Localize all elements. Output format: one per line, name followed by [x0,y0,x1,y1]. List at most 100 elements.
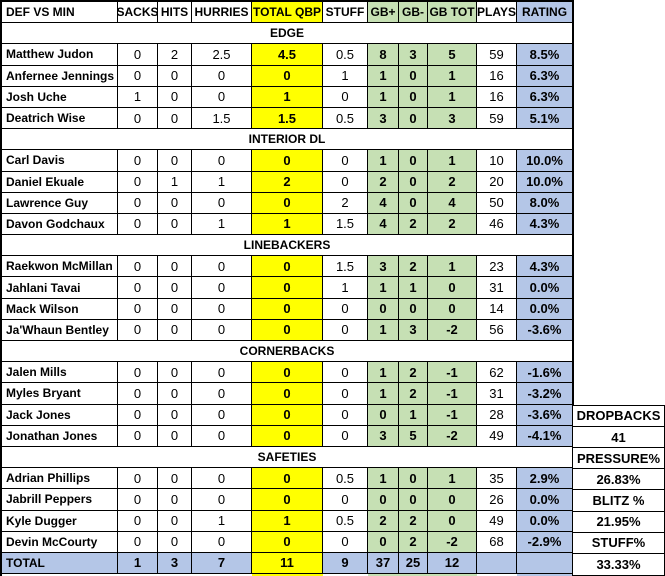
total-stuff-cell: 9 [323,552,368,575]
hurries-cell: 0 [192,150,252,172]
hits-cell: 0 [158,489,192,511]
plays-cell: 31 [477,383,517,405]
plays-cell: 35 [477,468,517,490]
hits-cell: 0 [158,277,192,299]
gb-minus-cell: 1 [399,277,428,299]
stuff-cell: 0 [323,362,368,384]
col-header-rating: RATING [517,2,572,24]
rating-cell: -2.9% [517,531,572,553]
sacks-cell: 0 [118,531,158,553]
stuff-cell: 0 [323,171,368,193]
player-name: Adrian Phillips [2,468,118,490]
col-header-hits: HITS [158,2,192,24]
hits-cell: 0 [158,362,192,384]
stuff-cell: 0 [323,531,368,553]
plays-cell: 10 [477,150,517,172]
total-qbp-cell: 0 [252,383,323,405]
hits-cell: 2 [158,44,192,66]
sacks-cell: 0 [118,171,158,193]
hurries-cell: 0 [192,192,252,214]
hits-cell: 0 [158,86,192,108]
side-blitz-pct-label: BLITZ % [573,490,664,512]
sacks-cell: 0 [118,362,158,384]
stuff-cell: 0 [323,425,368,447]
rating-cell: 0.0% [517,489,572,511]
player-name: Devin McCourty [2,531,118,553]
gb-minus-cell: 3 [399,44,428,66]
rating-cell: 4.3% [517,256,572,278]
total-qbp-cell: 0 [252,489,323,511]
plays-cell: 20 [477,171,517,193]
gb-plus-cell: 8 [368,44,399,66]
rating-cell: 4.3% [517,213,572,236]
sacks-cell: 0 [118,277,158,299]
section-header-edge: EDGE [2,23,572,45]
stuff-cell: 0.5 [323,468,368,490]
total-qbp-cell: 0 [252,404,323,426]
hits-cell: 0 [158,65,192,87]
hurries-cell: 0 [192,362,252,384]
rating-cell: -1.6% [517,362,572,384]
total-qbp-cell: 1 [252,510,323,532]
rating-cell: -3.6% [517,319,572,341]
rating-cell: 10.0% [517,171,572,193]
gb-plus-cell: 1 [368,277,399,299]
hurries-cell: 0 [192,298,252,320]
gb-tot-cell: 0 [428,489,477,511]
total-qbp-cell: 0 [252,531,323,553]
side-stuff-pct-value: 33.33% [596,556,641,572]
player-name: Jahlani Tavai [2,277,118,299]
gb-tot-cell: -1 [428,362,477,384]
stuff-cell: 1 [323,277,368,299]
plays-cell: 16 [477,65,517,87]
sacks-cell: 0 [118,256,158,278]
player-name: Jack Jones [2,404,118,426]
gb-plus-cell: 0 [368,531,399,553]
hurries-cell: 0 [192,86,252,108]
gb-minus-cell: 0 [399,468,428,490]
sacks-cell: 0 [118,44,158,66]
gb-minus-cell: 0 [399,150,428,172]
rating-cell: -3.6% [517,404,572,426]
stuff-cell: 2 [323,192,368,214]
total-qbp-cell: 0 [252,256,323,278]
gb-tot-cell: 1 [428,150,477,172]
cutoff-strip-segment [2,574,118,576]
col-header-gb-plus: GB+ [368,2,399,24]
player-name: Anfernee Jennings [2,65,118,87]
hits-cell: 0 [158,531,192,553]
sacks-cell: 0 [118,192,158,214]
gb-minus-cell: 2 [399,383,428,405]
hurries-cell: 0 [192,404,252,426]
hits-cell: 0 [158,404,192,426]
rating-cell: 0.0% [517,298,572,320]
gb-plus-cell: 1 [368,383,399,405]
gb-minus-cell: 3 [399,319,428,341]
hits-cell: 0 [158,510,192,532]
section-header-interior-dl: INTERIOR DL [2,129,572,151]
total-label: TOTAL [2,552,118,575]
total-qbp-cell: 0 [252,425,323,447]
total-qbp-cell: 0 [252,65,323,87]
rating-cell: 0.0% [517,277,572,299]
gb-plus-cell: 3 [368,425,399,447]
total-hits-cell: 3 [158,552,192,575]
gb-plus-cell: 1 [368,150,399,172]
player-name: Jabrill Peppers [2,489,118,511]
hurries-cell: 1 [192,171,252,193]
sacks-cell: 1 [118,86,158,108]
gb-plus-cell: 1 [368,319,399,341]
gb-minus-cell: 5 [399,425,428,447]
sacks-cell: 0 [118,65,158,87]
stuff-cell: 0 [323,404,368,426]
gb-minus-cell: 1 [399,404,428,426]
sacks-cell: 0 [118,150,158,172]
hurries-cell: 0 [192,277,252,299]
stuff-cell: 0.5 [323,510,368,532]
hurries-cell: 1 [192,510,252,532]
rating-cell: -3.2% [517,383,572,405]
section-header-safeties: SAFETIES [2,446,572,469]
total-rating-cell [517,552,572,575]
hits-cell: 1 [158,171,192,193]
